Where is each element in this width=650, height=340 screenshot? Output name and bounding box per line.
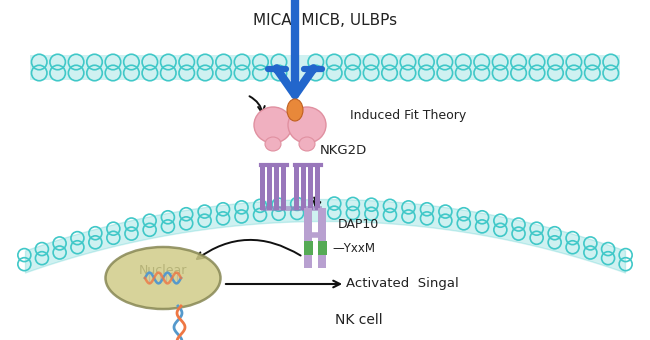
Ellipse shape bbox=[287, 99, 303, 121]
Text: MICA, MICB, ULBPs: MICA, MICB, ULBPs bbox=[253, 13, 397, 28]
Bar bbox=[301, 165, 306, 210]
Bar bbox=[315, 165, 320, 210]
Circle shape bbox=[272, 64, 281, 73]
Bar bbox=[317, 241, 326, 255]
Bar bbox=[304, 241, 313, 255]
Bar bbox=[304, 208, 312, 268]
Bar bbox=[274, 165, 280, 210]
Text: Activated  Singal: Activated Singal bbox=[346, 277, 459, 290]
Bar bbox=[260, 165, 265, 210]
Ellipse shape bbox=[105, 247, 220, 309]
Text: —YxxM: —YxxM bbox=[332, 241, 375, 255]
Ellipse shape bbox=[299, 137, 315, 151]
Ellipse shape bbox=[254, 107, 292, 143]
Ellipse shape bbox=[265, 137, 281, 151]
Text: DAP10: DAP10 bbox=[338, 219, 379, 232]
Ellipse shape bbox=[288, 107, 326, 143]
Bar bbox=[294, 165, 299, 210]
Bar bbox=[318, 208, 326, 268]
Circle shape bbox=[309, 64, 318, 73]
Text: NK cell: NK cell bbox=[335, 313, 383, 327]
Text: Nuclear: Nuclear bbox=[139, 264, 187, 276]
Bar bbox=[307, 165, 313, 210]
Text: Induced Fit Theory: Induced Fit Theory bbox=[350, 108, 466, 121]
Bar bbox=[30, 55, 620, 80]
Bar bbox=[281, 165, 286, 210]
Bar bbox=[266, 165, 272, 210]
Text: NKG2D: NKG2D bbox=[320, 143, 367, 156]
